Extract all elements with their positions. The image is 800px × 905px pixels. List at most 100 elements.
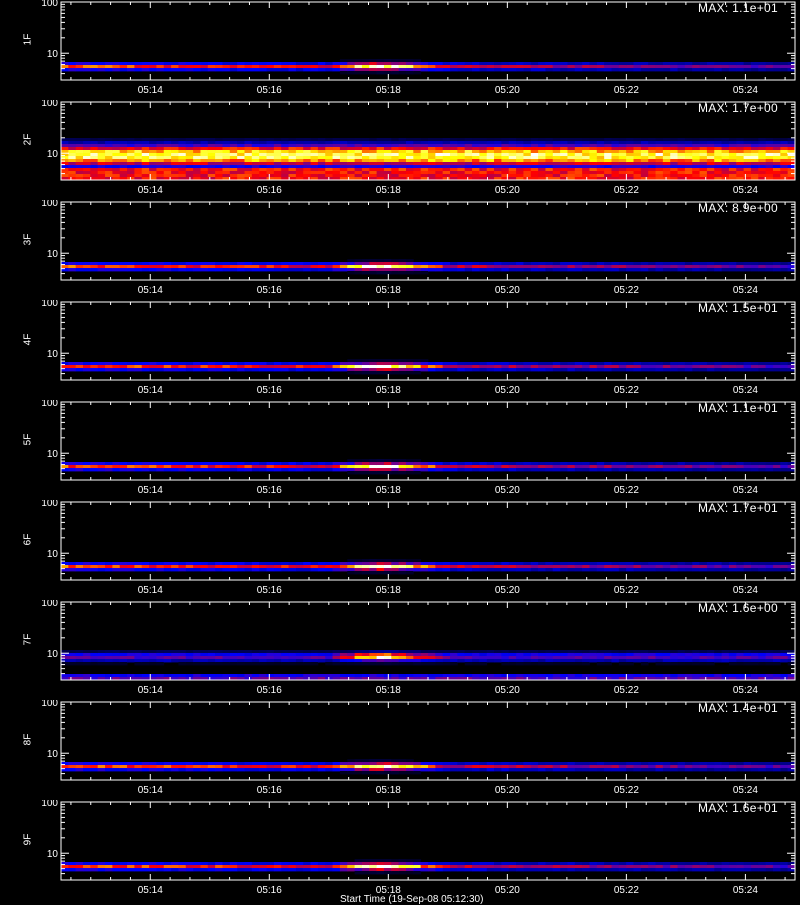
heatmap-cell bbox=[780, 674, 788, 677]
heatmap-cell bbox=[700, 150, 708, 153]
heatmap-cell bbox=[619, 568, 627, 571]
heatmap-cell bbox=[406, 462, 414, 465]
heatmap-cell bbox=[355, 59, 363, 62]
heatmap-cell bbox=[567, 650, 575, 653]
heatmap-cell bbox=[612, 765, 620, 768]
heatmap-cell bbox=[384, 559, 392, 562]
heatmap-cell bbox=[766, 768, 774, 771]
heatmap-cell bbox=[384, 459, 392, 462]
x-tick-label: 05:22 bbox=[614, 685, 639, 696]
heatmap-cell bbox=[208, 659, 216, 662]
heatmap-cell bbox=[589, 653, 597, 656]
heatmap-cell bbox=[384, 365, 392, 368]
heatmap-cell bbox=[538, 265, 546, 268]
heatmap-cell bbox=[340, 265, 348, 268]
heatmap-cell bbox=[553, 565, 561, 568]
heatmap-cell bbox=[120, 762, 128, 765]
heatmap-cell bbox=[560, 265, 568, 268]
heatmap-cell bbox=[362, 468, 370, 471]
heatmap-cell bbox=[149, 465, 157, 468]
heatmap-cell bbox=[112, 662, 120, 665]
heatmap-cell bbox=[252, 465, 260, 468]
heatmap-cell bbox=[670, 153, 678, 156]
heatmap-cell bbox=[156, 650, 164, 653]
heatmap-cell bbox=[171, 656, 179, 659]
heatmap-cell bbox=[237, 262, 245, 265]
heatmap-cell bbox=[68, 144, 76, 147]
heatmap-cell bbox=[531, 144, 539, 147]
heatmap-cell bbox=[76, 768, 84, 771]
heatmap-cell bbox=[274, 462, 282, 465]
heatmap-cell bbox=[325, 156, 333, 159]
heatmap-cell bbox=[560, 159, 568, 162]
heatmap-cell bbox=[325, 565, 333, 568]
heatmap-cell bbox=[61, 565, 69, 568]
heatmap-cell bbox=[289, 156, 297, 159]
heatmap-cell bbox=[597, 171, 605, 174]
heatmap-cell bbox=[516, 62, 524, 65]
heatmap-cell bbox=[758, 156, 766, 159]
heatmap-cell bbox=[193, 168, 201, 171]
heatmap-cell bbox=[487, 147, 495, 150]
heatmap-cell bbox=[267, 144, 275, 147]
heatmap-cell bbox=[200, 465, 208, 468]
heatmap-cell bbox=[90, 765, 98, 768]
heatmap-cell bbox=[391, 265, 399, 268]
heatmap-cell bbox=[142, 268, 150, 271]
heatmap-cell bbox=[421, 271, 429, 274]
heatmap-cell bbox=[156, 156, 164, 159]
heatmap-cell bbox=[318, 141, 326, 144]
heatmap-cell bbox=[479, 568, 487, 571]
heatmap-cell bbox=[421, 165, 429, 168]
heatmap-cell bbox=[472, 144, 480, 147]
heatmap-cell bbox=[692, 144, 700, 147]
heatmap-cell bbox=[178, 368, 186, 371]
heatmap-cells bbox=[61, 759, 795, 774]
heatmap-cell bbox=[347, 465, 355, 468]
heatmap-cell bbox=[362, 471, 370, 474]
heatmap-cell bbox=[377, 659, 385, 662]
heatmap-cell bbox=[200, 165, 208, 168]
heatmap-cell bbox=[252, 368, 260, 371]
heatmap-cell bbox=[68, 153, 76, 156]
heatmap-cell bbox=[700, 174, 708, 177]
heatmap-cell bbox=[142, 144, 150, 147]
heatmap-cell bbox=[634, 174, 642, 177]
heatmap-cell bbox=[700, 659, 708, 662]
heatmap-cell bbox=[634, 650, 642, 653]
heatmap-cell bbox=[560, 659, 568, 662]
heatmap-cell bbox=[421, 565, 429, 568]
heatmap-cell bbox=[406, 162, 414, 165]
heatmap-cell bbox=[164, 144, 172, 147]
heatmap-cell bbox=[744, 144, 752, 147]
heatmap-cell bbox=[68, 141, 76, 144]
heatmap-cell bbox=[670, 365, 678, 368]
heatmap-cell bbox=[626, 150, 634, 153]
heatmap-cell bbox=[465, 159, 473, 162]
heatmap-cell bbox=[773, 653, 781, 656]
heatmap-cell bbox=[736, 168, 744, 171]
heatmap-cell bbox=[325, 68, 333, 71]
heatmap-cell bbox=[193, 262, 201, 265]
heatmap-cell bbox=[428, 768, 436, 771]
heatmap-cell bbox=[406, 144, 414, 147]
heatmap-cell bbox=[729, 765, 737, 768]
heatmap-cell bbox=[76, 268, 84, 271]
heatmap-cell bbox=[575, 365, 583, 368]
heatmap-cell bbox=[700, 462, 708, 465]
heatmap-cell bbox=[619, 68, 627, 71]
x-tick-label: 05:16 bbox=[257, 485, 282, 496]
heatmap-cell bbox=[134, 262, 142, 265]
heatmap-cell bbox=[575, 368, 583, 371]
heatmap-cell bbox=[744, 765, 752, 768]
heatmap-cell bbox=[384, 141, 392, 144]
heatmap-cell bbox=[406, 62, 414, 65]
heatmap-cell bbox=[399, 571, 407, 574]
x-tick-label: 05:18 bbox=[376, 785, 401, 796]
heatmap-cell bbox=[751, 159, 759, 162]
heatmap-cell bbox=[222, 268, 230, 271]
heatmap-cell bbox=[766, 65, 774, 68]
heatmap-cell bbox=[245, 65, 253, 68]
heatmap-cell bbox=[656, 468, 664, 471]
